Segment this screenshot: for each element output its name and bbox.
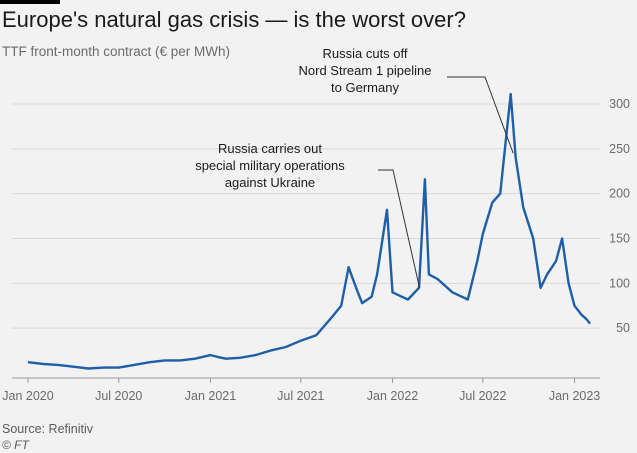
y-tick-label: 300 — [609, 97, 630, 111]
x-tick-label: Jul 2022 — [459, 389, 506, 403]
y-tick-label: 200 — [609, 187, 630, 201]
credit-note: © FT — [2, 438, 29, 452]
x-tick-label: Jan 2023 — [549, 389, 600, 403]
y-tick-label: 100 — [609, 276, 630, 290]
annotation-leader-line — [447, 76, 514, 154]
source-note: Source: Refinitiv — [2, 422, 94, 436]
x-tick-label: Jan 2022 — [367, 389, 418, 403]
annotation-text: Russia cuts off Nord Stream 1 pipeline to … — [299, 46, 432, 95]
y-tick-label: 50 — [616, 321, 630, 335]
x-tick-label: Jan 2020 — [2, 389, 53, 403]
x-tick-label: Jan 2021 — [185, 389, 236, 403]
y-tick-label: 150 — [609, 232, 630, 246]
x-tick-label: Jul 2020 — [95, 389, 142, 403]
annotation-leader-line — [378, 169, 420, 288]
brand-accent-bar — [0, 0, 60, 4]
annotation-text: Russia carries out special military opera… — [195, 141, 345, 190]
chart-subtitle: TTF front-month contract (€ per MWh) — [2, 44, 231, 59]
chart-title: Europe's natural gas crisis — is the wor… — [2, 7, 466, 32]
y-tick-label: 250 — [609, 142, 630, 156]
series-line — [27, 92, 591, 370]
x-tick-label: Jul 2021 — [277, 389, 324, 403]
